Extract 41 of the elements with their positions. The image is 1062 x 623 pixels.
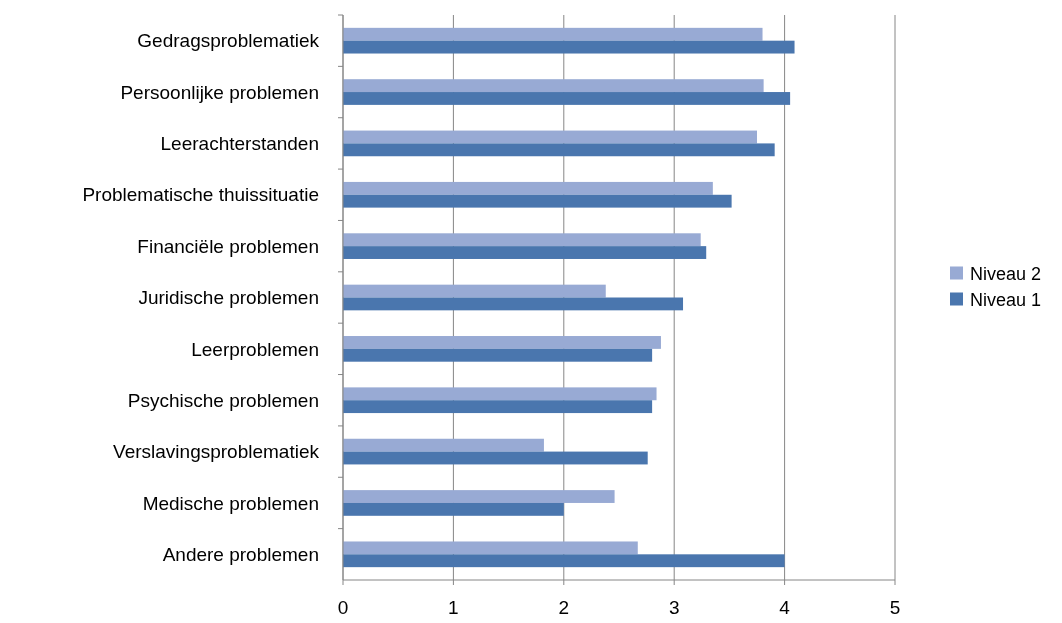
bar [343, 387, 657, 401]
bar [343, 451, 648, 465]
y-tick-label: Financiële problemen [137, 235, 319, 257]
x-tick-label: 0 [337, 597, 349, 618]
bar [343, 541, 638, 555]
legend-label: Niveau 2 [970, 263, 1042, 284]
x-tick-label: 1 [448, 597, 459, 618]
bar [343, 79, 764, 93]
bar [343, 348, 653, 362]
bar [343, 297, 684, 311]
bar [343, 40, 795, 54]
bar [343, 336, 661, 349]
bar [343, 27, 763, 41]
y-tick-label: Leerachterstanden [160, 133, 319, 155]
bar [343, 233, 701, 247]
y-tick-label: Problematische thuissituatie [82, 184, 319, 206]
y-tick-label: Gedragsproblematiek [137, 30, 320, 52]
x-tick-label: 5 [889, 597, 901, 618]
y-tick-label: Persoonlijke problemen [120, 81, 319, 103]
bar [343, 130, 757, 144]
y-tick-label: Juridische problemen [138, 287, 319, 309]
legend-label: Niveau 1 [970, 289, 1042, 310]
y-tick-label: Psychische problemen [127, 389, 319, 411]
y-tick-label: Medische problemen [142, 492, 319, 514]
bar [343, 181, 713, 195]
bar [343, 246, 707, 259]
bar [343, 400, 653, 414]
x-tick-label: 2 [558, 597, 570, 618]
bar [343, 502, 564, 516]
bar [343, 438, 544, 452]
bar [343, 554, 785, 568]
bar [343, 284, 606, 298]
y-tick-label: Leerproblemen [191, 338, 319, 360]
bar [343, 490, 615, 503]
bar [343, 143, 775, 157]
bar [343, 92, 791, 105]
x-tick-label: 4 [779, 597, 791, 618]
bar [343, 194, 732, 208]
x-tick-label: 3 [668, 597, 680, 618]
y-tick-label: Andere problemen [162, 543, 319, 565]
y-tick-label: Verslavingsproblematiek [113, 441, 320, 463]
